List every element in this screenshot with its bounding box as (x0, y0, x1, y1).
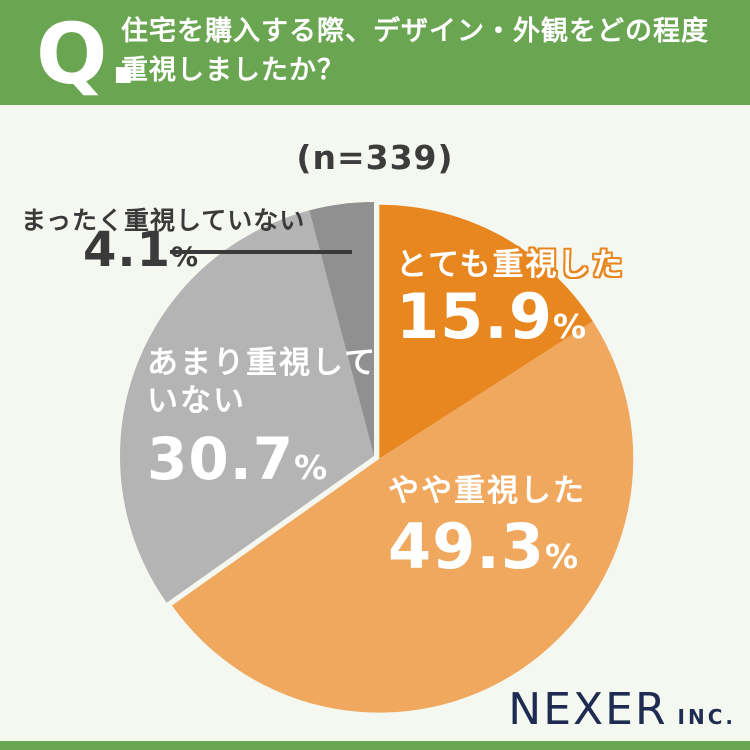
slice-label-very-important: とても重視した 15.9% (396, 246, 625, 351)
pie-slice-0 (379, 204, 593, 459)
slice-value-not-important-at-all: 4.1% (83, 222, 200, 278)
callout-leader-line (170, 250, 352, 254)
slice-value: 30.7% (147, 425, 328, 493)
pie-slice-2 (120, 210, 375, 603)
nexer-logo: NEXER INC. (508, 684, 736, 735)
percent-sign: % (552, 307, 587, 346)
question-line-1: 住宅を購入する際、デザイン・外観をどの程度 (121, 16, 709, 47)
bottom-accent-bar (0, 741, 750, 750)
brand-name: NEXER (508, 684, 668, 735)
question-text: 住宅を購入する際、デザイン・外観をどの程度 重視しましたか？ (121, 12, 709, 90)
pie-slice-3 (309, 202, 374, 456)
percent-sign: % (171, 242, 200, 273)
slice-label-somewhat-important: やや重視した 49.3% (388, 472, 586, 581)
pie-slice-1 (171, 321, 634, 713)
slice-label-not-important-at-all: まったく重視していない (21, 206, 306, 235)
q-mark-label: Q. (36, 5, 140, 103)
slice-name: やや重視した (388, 473, 586, 509)
sample-size-label: (n=339) (296, 138, 454, 177)
percent-sign: % (294, 448, 328, 487)
question-header: Q. 住宅を購入する際、デザイン・外観をどの程度 重視しましたか？ (0, 0, 750, 105)
brand-suffix: INC. (677, 705, 736, 729)
slice-value: 15.9% (396, 280, 587, 353)
slice-label-not-very-important: あまり重視していない 30.7% (147, 344, 379, 491)
slice-name: とても重視した (396, 247, 625, 283)
percent-sign: % (544, 537, 579, 576)
slice-name: あまり重視していない (147, 345, 378, 419)
question-line-2: 重視しましたか？ (121, 55, 345, 86)
slice-value: 49.3% (388, 510, 579, 583)
